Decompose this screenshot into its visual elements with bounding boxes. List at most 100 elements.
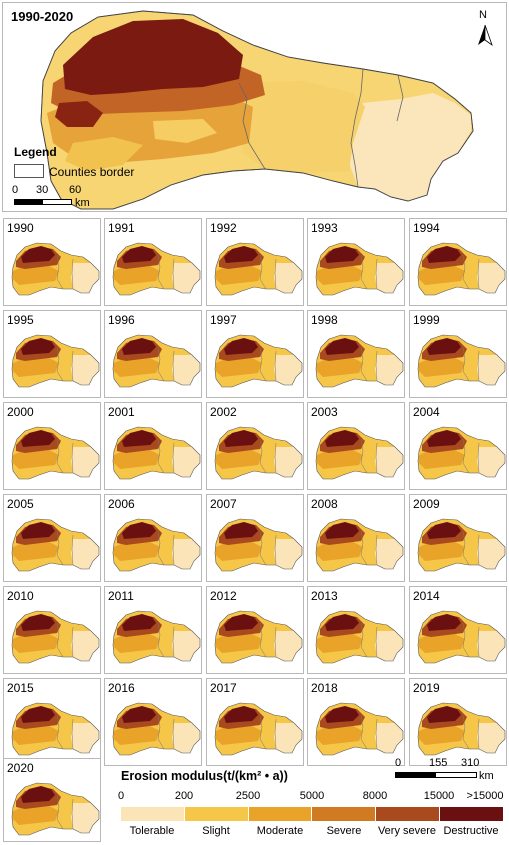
year-label: 2010 — [7, 589, 34, 603]
year-panel-2019: 2019 — [409, 678, 507, 766]
year-erosion-map — [11, 242, 100, 296]
year-panel-2010: 2010 — [3, 586, 101, 674]
year-panel-2020: 2020 — [3, 758, 101, 842]
year-erosion-map — [112, 610, 201, 664]
year-label: 1991 — [108, 221, 135, 235]
year-label: 2001 — [108, 405, 135, 419]
erosion-scale-bar-light — [435, 772, 477, 778]
year-erosion-map — [11, 426, 100, 480]
year-erosion-map — [315, 426, 404, 480]
year-panel-2001: 2001 — [104, 402, 202, 490]
year-panel-2009: 2009 — [409, 494, 507, 582]
year-label: 1994 — [413, 221, 440, 235]
year-label: 2019 — [413, 681, 440, 695]
year-label: 1999 — [413, 313, 440, 327]
county-border-3 — [396, 74, 404, 122]
ramp-swatch-0 — [121, 807, 185, 821]
threshold-6: >15000 — [466, 790, 504, 802]
year-label: 2014 — [413, 589, 440, 603]
main-map-panel: 1990-2020 N Legend Counties border 0 30 … — [2, 2, 507, 212]
year-panel-1999: 1999 — [409, 310, 507, 398]
year-erosion-map — [315, 518, 404, 572]
year-panel-1991: 1991 — [104, 218, 202, 306]
year-panel-1994: 1994 — [409, 218, 507, 306]
erosion-scale: 0 155 310 km — [391, 757, 501, 787]
year-erosion-map — [112, 518, 201, 572]
year-panel-2013: 2013 — [307, 586, 405, 674]
erosion-legend-heading: Erosion modulus(t/(km² • a)) — [121, 769, 288, 783]
year-panel-2012: 2012 — [206, 586, 304, 674]
year-erosion-map — [112, 242, 201, 296]
erosion-scale-unit: km — [479, 770, 494, 782]
year-label: 2012 — [210, 589, 237, 603]
main-scale-bar-light — [42, 199, 72, 205]
main-scale-tick-1: 30 — [36, 184, 49, 196]
year-erosion-map — [417, 702, 506, 756]
year-label: 1997 — [210, 313, 237, 327]
ramp-swatch-1 — [184, 807, 249, 821]
year-label: 2015 — [7, 681, 34, 695]
year-erosion-map — [214, 242, 303, 296]
erosion-scale-tick-2: 310 — [461, 757, 480, 769]
year-label: 2013 — [311, 589, 338, 603]
year-erosion-map — [214, 334, 303, 388]
year-panel-2007: 2007 — [206, 494, 304, 582]
year-panel-2016: 2016 — [104, 678, 202, 766]
year-panel-2011: 2011 — [104, 586, 202, 674]
year-panel-2003: 2003 — [307, 402, 405, 490]
county-border-2 — [350, 68, 364, 188]
class-label-5: Destructive — [443, 825, 499, 837]
ramp-swatch-5 — [440, 807, 503, 821]
year-panel-2015: 2015 — [3, 678, 101, 766]
threshold-5: 15000 — [423, 790, 455, 802]
year-erosion-map — [417, 518, 506, 572]
year-label: 1996 — [108, 313, 135, 327]
erosion-scale-tick-0: 0 — [395, 757, 402, 769]
year-label: 1992 — [210, 221, 237, 235]
year-erosion-map — [417, 334, 506, 388]
year-panel-2017: 2017 — [206, 678, 304, 766]
year-panel-2008: 2008 — [307, 494, 405, 582]
year-erosion-map — [11, 782, 100, 836]
year-erosion-map — [11, 702, 100, 756]
year-panel-1992: 1992 — [206, 218, 304, 306]
year-panel-1995: 1995 — [3, 310, 101, 398]
main-map-title: 1990-2020 — [11, 9, 74, 24]
east-zone — [349, 93, 471, 201]
county-border-label: Counties border — [49, 165, 135, 179]
year-label: 2011 — [108, 589, 134, 603]
year-panel-1993: 1993 — [307, 218, 405, 306]
year-label: 2016 — [108, 681, 135, 695]
threshold-1: 200 — [174, 790, 194, 802]
year-label: 2000 — [7, 405, 34, 419]
class-label-0: Tolerable — [129, 825, 175, 837]
region-border — [40, 10, 474, 210]
year-label: 2002 — [210, 405, 237, 419]
year-panel-2004: 2004 — [409, 402, 507, 490]
year-label: 1995 — [7, 313, 34, 327]
year-erosion-map — [417, 242, 506, 296]
year-erosion-map — [11, 334, 100, 388]
year-erosion-map — [11, 610, 100, 664]
year-erosion-map — [417, 610, 506, 664]
threshold-0: 0 — [117, 790, 125, 802]
main-scale-tick-2: 60 — [69, 184, 82, 196]
year-panel-1996: 1996 — [104, 310, 202, 398]
main-scale-tick-0: 0 — [12, 184, 19, 196]
class-label-3: Severe — [326, 825, 362, 837]
year-label: 2017 — [210, 681, 237, 695]
year-erosion-map — [214, 610, 303, 664]
year-erosion-map — [315, 242, 404, 296]
year-erosion-map — [315, 610, 404, 664]
year-erosion-map — [315, 702, 404, 756]
class-label-4: Very severe — [377, 825, 437, 837]
class-label-2: Moderate — [256, 825, 304, 837]
year-panel-1997: 1997 — [206, 310, 304, 398]
class-label-1: Slight — [202, 825, 230, 837]
year-panel-2018: 2018 — [307, 678, 405, 766]
year-label: 1998 — [311, 313, 338, 327]
year-erosion-map — [214, 702, 303, 756]
year-erosion-map — [11, 518, 100, 572]
main-scale-unit: km — [75, 197, 90, 209]
threshold-2: 2500 — [235, 790, 261, 802]
